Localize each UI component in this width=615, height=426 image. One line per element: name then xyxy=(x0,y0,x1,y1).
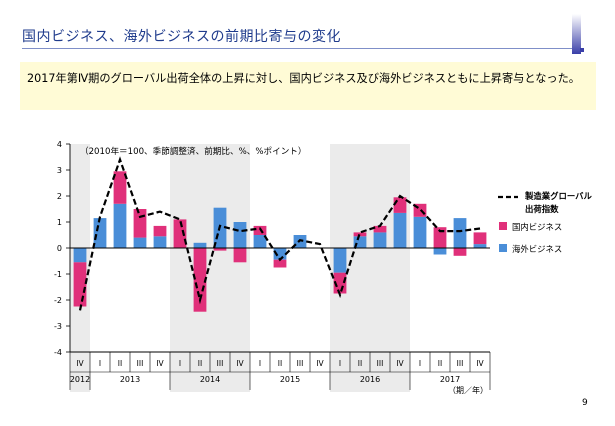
x-tick-label: II xyxy=(358,359,362,368)
legend-line-label: 製造業グローバル xyxy=(524,191,593,201)
overseas-bar xyxy=(413,216,427,248)
y-tick-label: 3 xyxy=(57,166,62,175)
overseas-bar xyxy=(473,244,487,248)
overseas-bar xyxy=(273,248,287,260)
x-tick-label: IV xyxy=(76,359,84,368)
domestic-bar xyxy=(473,232,487,245)
x-tick-label: I xyxy=(179,359,181,368)
y-tick-label: 4 xyxy=(57,140,62,149)
x-tick-label: I xyxy=(419,359,421,368)
domestic-bar xyxy=(273,259,287,268)
year-label: 2015 xyxy=(280,375,300,384)
overseas-bar xyxy=(393,212,407,248)
domestic-bar xyxy=(453,248,467,256)
y-tick-label: 1 xyxy=(57,218,62,227)
overseas-bar xyxy=(373,232,387,248)
x-tick-label: IV xyxy=(156,359,164,368)
legend-domestic-swatch xyxy=(499,222,507,230)
y-tick-label: -2 xyxy=(54,296,62,305)
year-label: 2012 xyxy=(70,375,90,384)
domestic-bar xyxy=(173,219,187,248)
x-tick-label: IV xyxy=(476,359,484,368)
x-tick-label: II xyxy=(118,359,122,368)
legend-overseas-label: 海外ビジネス xyxy=(512,244,562,254)
corner-accent-dot xyxy=(580,48,584,52)
shipment-index-line xyxy=(78,156,481,311)
x-tick-label: II xyxy=(438,359,442,368)
x-tick-label: I xyxy=(259,359,261,368)
overseas-bar xyxy=(153,236,167,248)
summary-text: 2017年第Ⅳ期のグローバル出荷全体の上昇に対し、国内ビジネス及び海外ビジネスと… xyxy=(27,72,580,85)
x-tick-label: I xyxy=(339,359,341,368)
shade-band-2014 xyxy=(170,144,250,392)
x-tick-label: III xyxy=(377,359,384,368)
legend-domestic-label: 国内ビジネス xyxy=(512,222,562,232)
x-tick-label: III xyxy=(457,359,464,368)
year-label: 2013 xyxy=(120,375,140,384)
overseas-bar xyxy=(433,248,447,255)
x-axis-unit-label: （期／年） xyxy=(448,385,488,395)
axes xyxy=(69,144,491,390)
domestic-bar xyxy=(73,262,87,307)
overseas-bar xyxy=(133,237,147,248)
page-number: 9 xyxy=(582,398,588,408)
overseas-bar xyxy=(333,248,347,273)
summary-box: 2017年第Ⅳ期のグローバル出荷全体の上昇に対し、国内ビジネス及び海外ビジネスと… xyxy=(20,62,596,110)
y-tick-label: 0 xyxy=(57,244,62,253)
overseas-bar xyxy=(453,218,467,248)
bar-series xyxy=(73,171,487,312)
legend-overseas-swatch xyxy=(499,244,507,252)
domestic-bar xyxy=(153,225,167,237)
gridlines xyxy=(66,143,70,353)
x-tick-label: IV xyxy=(396,359,404,368)
x-tick-label: II xyxy=(198,359,202,368)
domestic-bar xyxy=(113,171,127,204)
y-tick-label: -3 xyxy=(54,322,62,331)
x-tick-label: III xyxy=(217,359,224,368)
y-tick-label: 2 xyxy=(57,192,62,201)
overseas-bar xyxy=(253,235,267,248)
overseas-bar xyxy=(353,236,367,248)
overseas-bar xyxy=(113,203,127,248)
domestic-bar xyxy=(233,248,247,263)
line-series xyxy=(78,156,481,311)
y-tick-label: -1 xyxy=(54,270,62,279)
year-label: 2016 xyxy=(360,375,380,384)
title-underline xyxy=(22,48,578,49)
domestic-bar xyxy=(133,209,147,238)
overseas-bar xyxy=(233,222,247,248)
y-tick-label: -4 xyxy=(54,348,62,357)
legend-line-label: 出荷指数 xyxy=(525,204,559,214)
domestic-bar xyxy=(353,232,367,237)
x-tick-label: IV xyxy=(236,359,244,368)
domestic-bar xyxy=(393,197,407,213)
domestic-bar xyxy=(193,248,207,312)
year-label: 2014 xyxy=(200,375,220,384)
overseas-bar xyxy=(73,248,87,263)
domestic-bar xyxy=(433,227,447,248)
slide-title: 国内ビジネス、海外ビジネスの前期比寄与の変化 xyxy=(22,29,341,45)
domestic-bar xyxy=(373,225,387,233)
x-tick-label: III xyxy=(137,359,144,368)
year-label: 2017 xyxy=(440,375,460,384)
chart-note: （2010年＝100、季節調整済、前期比、%、%ポイント） xyxy=(80,145,306,157)
x-tick-label: I xyxy=(99,359,101,368)
x-tick-label: III xyxy=(297,359,304,368)
corner-accent-bar xyxy=(572,14,581,54)
overseas-bar xyxy=(93,218,107,248)
x-tick-label: IV xyxy=(316,359,324,368)
domestic-bar xyxy=(213,248,227,251)
x-tick-label: II xyxy=(278,359,282,368)
overseas-bar xyxy=(193,242,207,248)
